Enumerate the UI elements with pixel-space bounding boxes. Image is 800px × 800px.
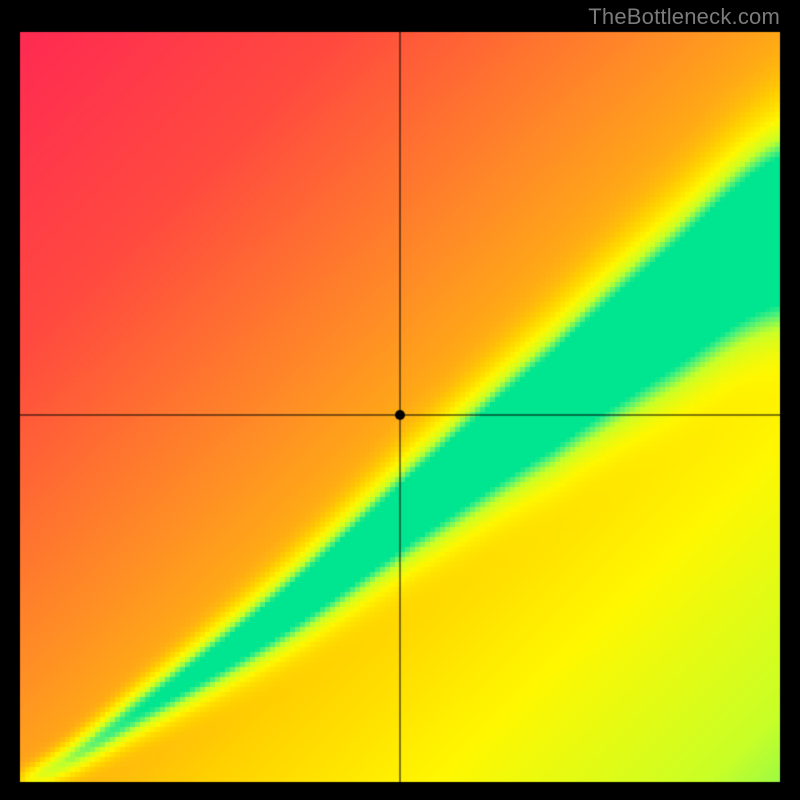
watermark-text: TheBottleneck.com (588, 4, 780, 30)
bottleneck-heatmap (0, 0, 800, 800)
chart-container: { "watermark": "TheBottleneck.com", "wat… (0, 0, 800, 800)
